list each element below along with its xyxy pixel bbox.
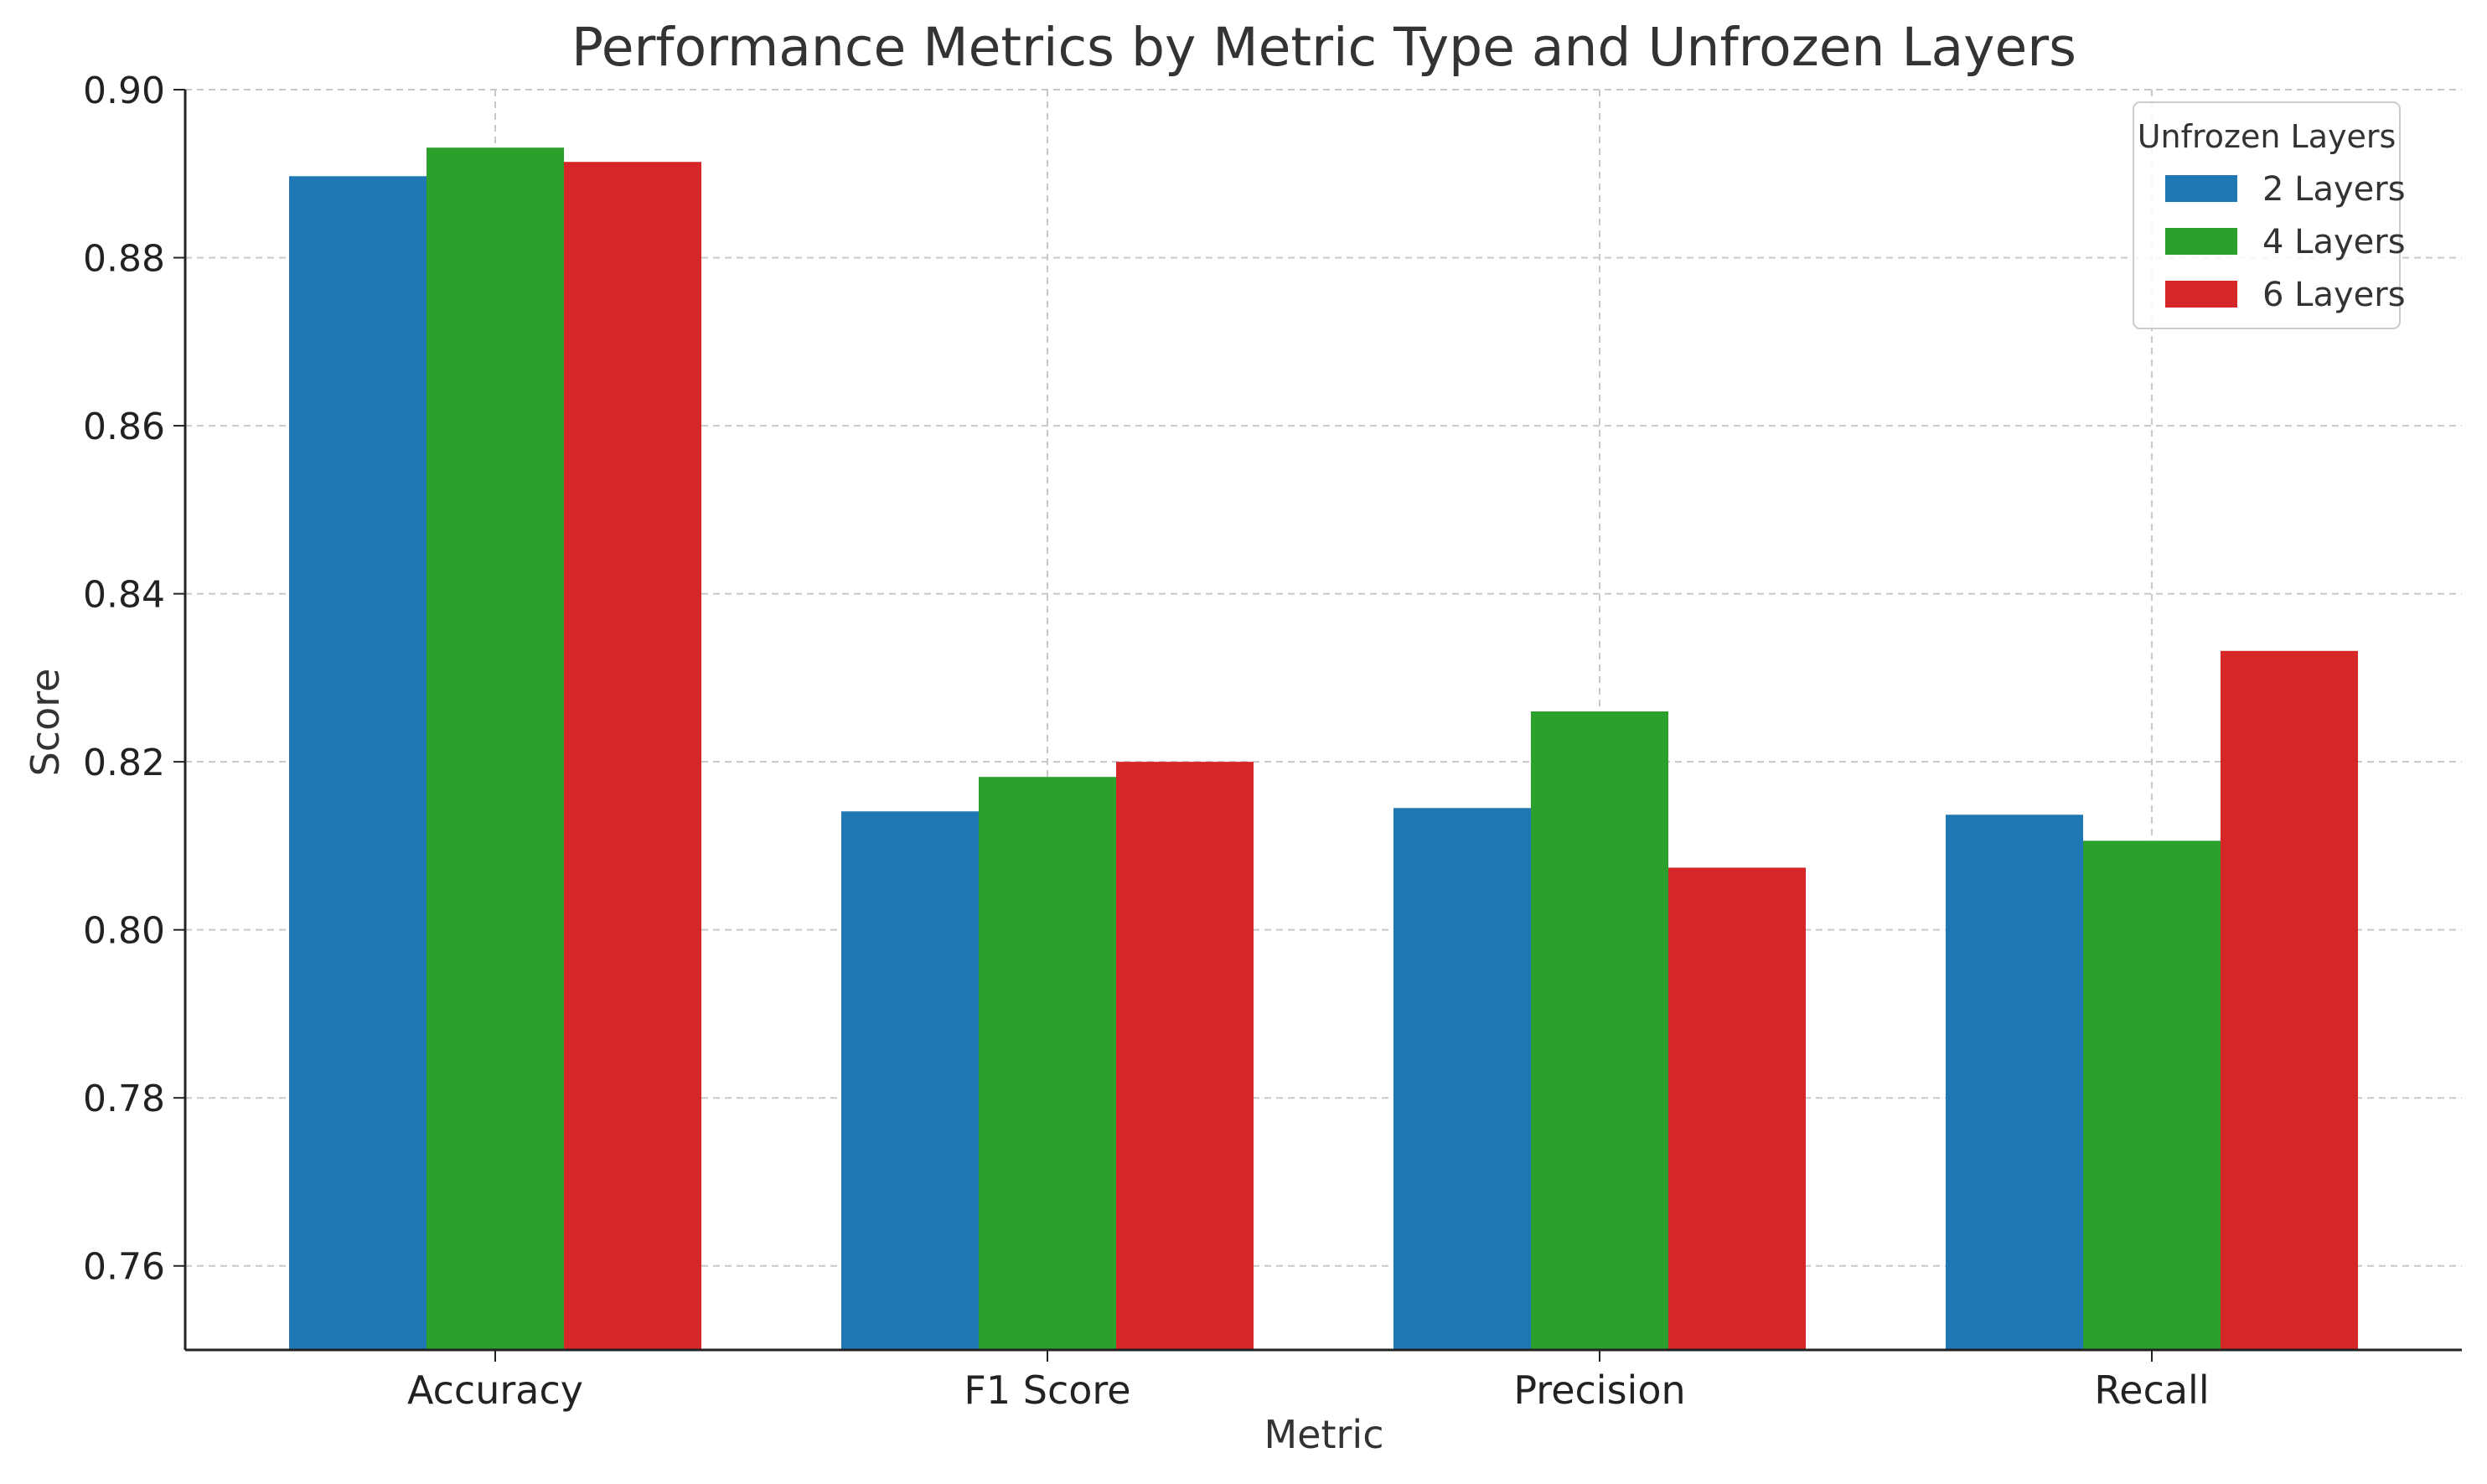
bar-2-layers-f1-score <box>841 811 979 1350</box>
legend-swatch <box>2165 175 2237 202</box>
x-tick-label: Accuracy <box>407 1368 583 1413</box>
axes <box>173 89 2462 1362</box>
chart-title: Performance Metrics by Metric Type and U… <box>571 17 2076 78</box>
legend-frame <box>2133 101 2401 329</box>
bar-2-layers-accuracy <box>289 176 427 1351</box>
y-tick-label: 0.82 <box>83 742 165 784</box>
x-axis-label: Metric <box>1264 1412 1383 1457</box>
x-tick-label: Precision <box>1513 1368 1685 1413</box>
x-tick-label: F1 Score <box>964 1368 1130 1413</box>
y-tick-label: 0.76 <box>83 1246 165 1289</box>
legend-label: 2 Layers <box>2262 170 2406 209</box>
tick-labels: 0.76 0.78 0.80 0.82 0.84 0.86 0.88 0.90 Accuracy… <box>83 70 2210 1413</box>
x-tick-label: Recall <box>2094 1368 2209 1413</box>
y-tick-label: 0.86 <box>83 406 165 448</box>
bar-4-layers-accuracy <box>427 147 564 1351</box>
bar-2-layers-precision <box>1393 808 1531 1350</box>
bar-6-layers-recall <box>2221 650 2358 1350</box>
y-tick-label: 0.80 <box>83 910 165 953</box>
legend-items: 2 Layers 4 Layers 6 Layers <box>2165 170 2406 314</box>
y-tick-label: 0.78 <box>83 1078 165 1120</box>
legend-swatch <box>2165 281 2237 308</box>
bar-4-layers-f1-score <box>979 777 1116 1350</box>
y-tick-label: 0.88 <box>83 238 165 281</box>
y-tick-label: 0.90 <box>83 70 165 112</box>
legend-swatch <box>2165 228 2237 255</box>
legend-label: 4 Layers <box>2262 223 2406 261</box>
legend: Unfrozen Layers 2 Layers 4 Layers 6 Layers <box>2133 101 2406 329</box>
y-tick-label: 0.84 <box>83 574 165 617</box>
bar-2-layers-recall <box>1946 814 2083 1350</box>
bars <box>289 147 2358 1351</box>
legend-label: 6 Layers <box>2262 276 2406 314</box>
bar-6-layers-f1-score <box>1116 762 1254 1350</box>
bar-6-layers-precision <box>1668 867 1806 1350</box>
bar-4-layers-precision <box>1531 711 1668 1350</box>
bar-6-layers-accuracy <box>564 162 701 1350</box>
y-axis-label: Score <box>23 669 68 777</box>
bar-4-layers-recall <box>2083 840 2221 1350</box>
legend-title: Unfrozen Layers <box>2138 118 2397 155</box>
